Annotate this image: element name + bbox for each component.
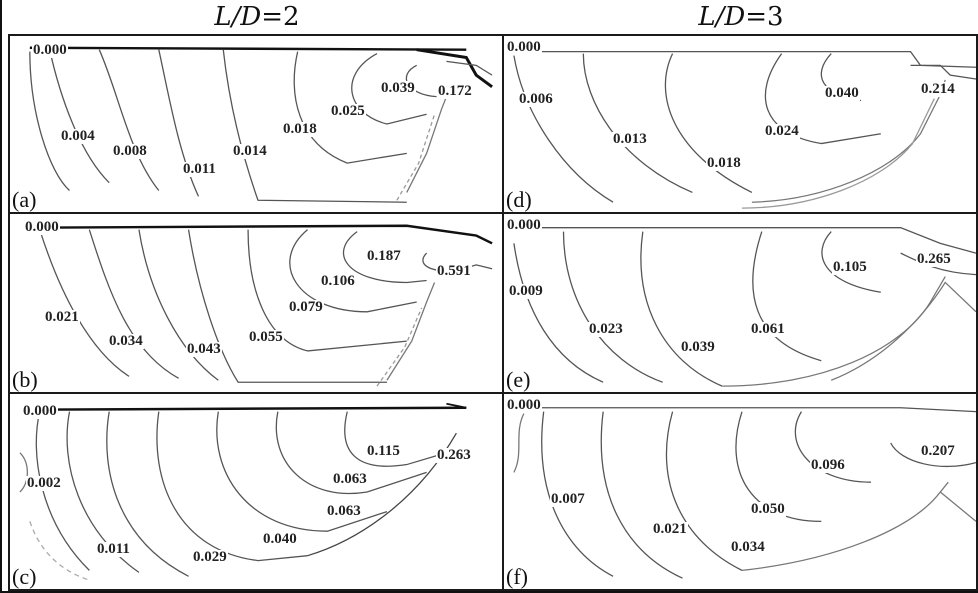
- contour-label: 0.021: [652, 522, 688, 537]
- column-title-left: L/D=2: [10, 0, 504, 34]
- panel-label: (f): [506, 566, 528, 588]
- column-title-right-variable: L/D: [698, 2, 745, 32]
- contour-label: 0.172: [437, 84, 473, 99]
- contour-label: 0.207: [920, 444, 956, 459]
- contour-label: 0.008: [112, 144, 148, 159]
- column-title-left-value: =2: [261, 2, 299, 32]
- column-title-right-value: =3: [745, 2, 783, 32]
- contour-label: 0.063: [326, 504, 362, 519]
- contour-label: 0.214: [920, 82, 956, 97]
- contour-label: 0.011: [96, 542, 131, 557]
- contour-label: 0.106: [320, 274, 356, 289]
- panel-c-contours: [10, 394, 502, 589]
- panel-label: (b): [12, 369, 38, 391]
- contour-label: 0.009: [508, 284, 544, 299]
- contour-label: 0.050: [750, 502, 786, 517]
- column-title-right: L/D=3: [504, 0, 978, 34]
- contour-label: 0.000: [506, 40, 542, 55]
- contour-label: 0.034: [108, 334, 144, 349]
- contour-label: 0.265: [916, 252, 952, 267]
- contour-label: 0.061: [750, 322, 786, 337]
- contour-label: 0.039: [380, 81, 416, 96]
- panel-f: 0.000 0.207 0.096 0.007 0.050 0.021 0.03…: [502, 392, 978, 591]
- panel-label: (a): [12, 189, 36, 211]
- contour-label: 0.000: [506, 398, 542, 413]
- contour-label: 0.079: [288, 300, 324, 315]
- contour-label: 0.000: [32, 43, 68, 58]
- contour-label: 0.105: [832, 260, 868, 275]
- contour-label: 0.023: [588, 322, 624, 337]
- contour-label: 0.096: [810, 458, 846, 473]
- contour-label: 0.018: [282, 122, 318, 137]
- contour-label: 0.043: [186, 342, 222, 357]
- contour-label: 0.263: [436, 448, 472, 463]
- contour-label: 0.029: [192, 550, 228, 565]
- contour-label: 0.187: [366, 249, 402, 264]
- contour-label: 0.007: [550, 492, 586, 507]
- contour-label: 0.115: [366, 444, 401, 459]
- contour-label: 0.040: [262, 532, 298, 547]
- contour-label: 0.025: [330, 104, 366, 119]
- contour-label: 0.000: [24, 220, 60, 235]
- panel-a: 0.000 0.039 0.172 0.025 0.018 0.004 0.00…: [8, 34, 504, 214]
- contour-label: 0.000: [506, 218, 542, 233]
- panel-e-contours: [504, 214, 976, 392]
- panel-label: (c): [12, 566, 36, 588]
- contour-label: 0.034: [730, 540, 766, 555]
- panel-a-contours: [10, 36, 502, 212]
- contour-label: 0.063: [332, 472, 368, 487]
- contour-label: 0.018: [706, 156, 742, 171]
- panel-d: 0.000 0.040 0.214 0.006 0.024 0.013 0.01…: [502, 34, 978, 214]
- panel-b-contours: [10, 214, 502, 392]
- contour-label: 0.011: [182, 162, 217, 177]
- contour-label: 0.039: [680, 340, 716, 355]
- contour-label: 0.002: [26, 476, 62, 491]
- panel-c: 0.000 0.115 0.263 0.063 0.063 0.002 0.04…: [8, 392, 504, 591]
- contour-label: 0.000: [22, 404, 58, 419]
- contour-label: 0.021: [44, 310, 80, 325]
- panel-e: 0.000 0.105 0.265 0.009 0.023 0.061 0.03…: [502, 212, 978, 394]
- panel-label: (d): [506, 189, 532, 211]
- contour-label: 0.006: [518, 92, 554, 107]
- contour-label: 0.004: [60, 129, 96, 144]
- contour-label: 0.040: [824, 86, 860, 101]
- contour-label: 0.014: [232, 144, 268, 159]
- panel-b: 0.000 0.187 0.591 0.106 0.079 0.021 0.03…: [8, 212, 504, 394]
- panel-d-contours: [504, 36, 976, 212]
- contour-label: 0.591: [436, 264, 472, 279]
- column-title-left-variable: L/D: [214, 2, 261, 32]
- contour-label: 0.024: [764, 124, 800, 139]
- contour-label: 0.013: [612, 132, 648, 147]
- panel-label: (e): [506, 369, 530, 391]
- contour-label: 0.055: [248, 330, 284, 345]
